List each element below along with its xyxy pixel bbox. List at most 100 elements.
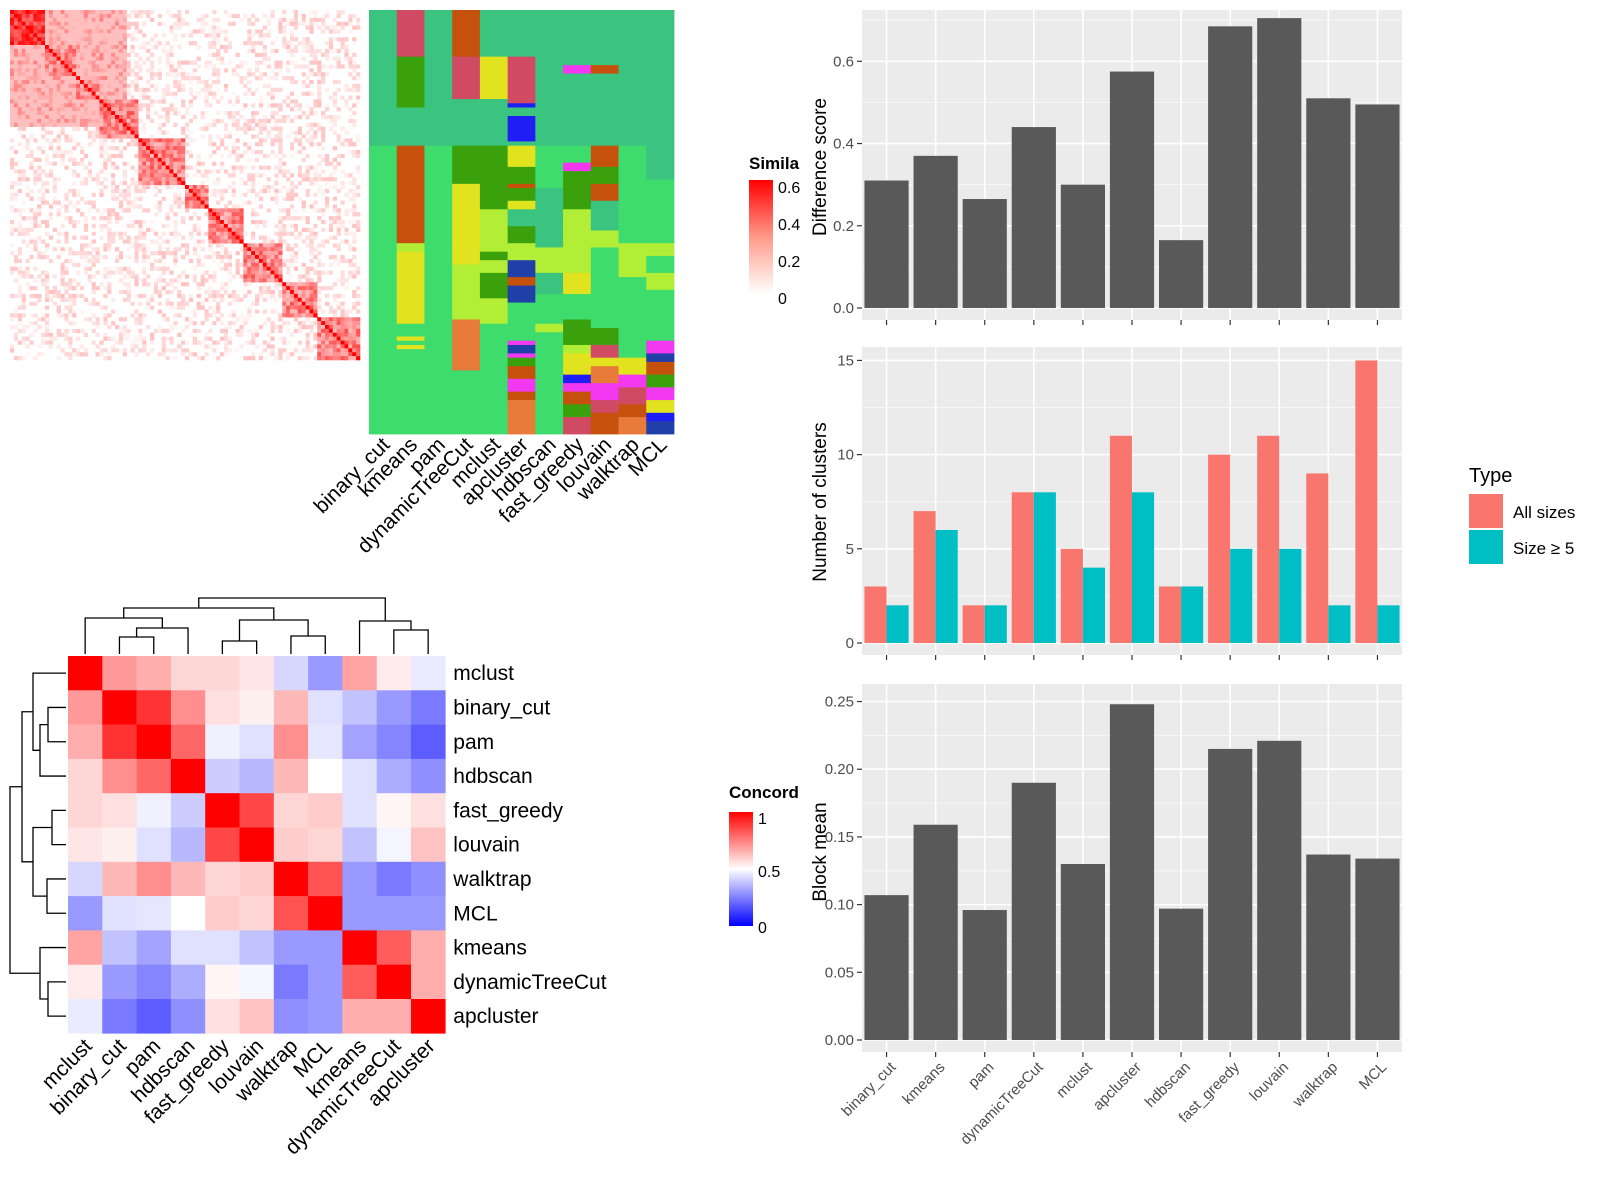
similarity-cell bbox=[157, 60, 162, 65]
similarity-cell bbox=[274, 325, 279, 330]
similarity-cell bbox=[157, 169, 162, 174]
similarity-cell bbox=[142, 103, 147, 108]
similarity-cell bbox=[33, 56, 38, 61]
similarity-cell bbox=[76, 161, 81, 166]
similarity-cell bbox=[216, 231, 221, 236]
similarity-cell bbox=[10, 103, 15, 108]
similarity-cell bbox=[309, 41, 314, 46]
similarity-cell bbox=[72, 313, 77, 318]
similarity-cell bbox=[48, 83, 54, 89]
similarity-cell bbox=[48, 41, 54, 46]
similarity-cell bbox=[286, 321, 291, 326]
similarity-cell bbox=[317, 301, 322, 306]
similarity-cell bbox=[111, 239, 116, 244]
similarity-cell bbox=[185, 150, 190, 155]
similarity-cell bbox=[239, 181, 244, 186]
similarity-cell bbox=[95, 91, 100, 96]
concordance-cell bbox=[376, 861, 412, 897]
similarity-cell bbox=[212, 64, 217, 69]
similarity-cell bbox=[278, 150, 283, 155]
dendrogram-link bbox=[21, 711, 33, 863]
similarity-cell bbox=[344, 352, 349, 357]
similarity-cell bbox=[340, 313, 345, 318]
similarity-cell bbox=[60, 274, 65, 279]
similarity-cell bbox=[95, 332, 100, 337]
similarity-cell bbox=[204, 332, 209, 337]
similarity-cell bbox=[99, 235, 104, 240]
similarity-cell bbox=[239, 220, 244, 225]
similarity-cell bbox=[243, 258, 248, 264]
similarity-cell bbox=[239, 223, 244, 229]
similarity-cell bbox=[161, 286, 166, 291]
similarity-cell bbox=[251, 258, 256, 264]
similarity-cell bbox=[122, 297, 127, 302]
similarity-cell bbox=[95, 118, 100, 124]
similarity-cell bbox=[64, 138, 69, 143]
concordance-cell bbox=[273, 930, 309, 965]
similarity-cell bbox=[336, 153, 341, 159]
similarity-cell bbox=[305, 270, 310, 275]
similarity-cell bbox=[99, 216, 104, 221]
similarity-cell bbox=[247, 122, 252, 127]
similarity-cell bbox=[122, 41, 127, 46]
similarity-cell bbox=[169, 52, 174, 57]
similarity-cell bbox=[251, 231, 256, 236]
similarity-cell bbox=[169, 45, 174, 50]
similarity-cell bbox=[60, 161, 65, 166]
class-cell bbox=[590, 383, 619, 401]
similarity-cell bbox=[76, 118, 81, 124]
similarity-cell bbox=[235, 138, 240, 143]
class-cell bbox=[452, 319, 481, 371]
concordance-cell bbox=[205, 724, 240, 760]
similarity-cell bbox=[99, 126, 104, 131]
similarity-cell bbox=[297, 130, 302, 135]
similarity-cell bbox=[95, 48, 100, 54]
similarity-cell bbox=[321, 29, 326, 34]
similarity-cell bbox=[29, 10, 34, 15]
similarity-cell bbox=[196, 305, 201, 310]
similarity-cell bbox=[173, 325, 178, 330]
similarity-cell bbox=[150, 332, 155, 337]
similarity-cell bbox=[13, 33, 19, 38]
similarity-cell bbox=[115, 185, 120, 190]
similarity-cell bbox=[301, 305, 306, 310]
similarity-cell bbox=[227, 130, 232, 135]
similarity-cell bbox=[138, 103, 143, 108]
similarity-cell bbox=[297, 126, 302, 131]
type-legend: Type All sizes Size ≥ 5 bbox=[1469, 465, 1575, 564]
concordance-dendrograms bbox=[9, 597, 429, 1017]
similarity-cell bbox=[138, 188, 143, 194]
similarity-cell bbox=[321, 227, 326, 232]
similarity-cell bbox=[52, 138, 57, 143]
similarity-cell bbox=[231, 165, 236, 170]
similarity-cell bbox=[235, 153, 240, 159]
similarity-cell bbox=[239, 332, 244, 337]
similarity-cell bbox=[56, 56, 61, 61]
similarity-cell bbox=[72, 33, 77, 38]
similarity-cell bbox=[220, 282, 225, 287]
similarity-cell bbox=[336, 220, 341, 225]
similarity-cell bbox=[111, 76, 116, 81]
similarity-cell bbox=[45, 87, 50, 92]
similarity-cell bbox=[251, 185, 256, 190]
similarity-cell bbox=[278, 157, 283, 162]
similarity-cell bbox=[336, 216, 341, 221]
similarity-cell bbox=[13, 325, 19, 330]
similarity-cell bbox=[344, 231, 349, 236]
similarity-cell bbox=[91, 111, 96, 116]
similarity-cell bbox=[192, 165, 197, 170]
similarity-cell bbox=[56, 231, 61, 236]
similarity-legend-title: Simila bbox=[749, 154, 800, 173]
similarity-cell bbox=[122, 33, 127, 38]
similarity-cell bbox=[52, 13, 57, 19]
bar bbox=[984, 605, 1007, 643]
similarity-cell bbox=[251, 262, 256, 267]
similarity-cell bbox=[10, 161, 15, 166]
similarity-cell bbox=[247, 258, 252, 264]
similarity-cell bbox=[153, 185, 159, 190]
similarity-cell bbox=[68, 118, 73, 124]
similarity-cell bbox=[29, 64, 34, 69]
similarity-cell bbox=[95, 115, 100, 120]
similarity-cell bbox=[223, 10, 229, 15]
similarity-cell bbox=[41, 45, 46, 50]
